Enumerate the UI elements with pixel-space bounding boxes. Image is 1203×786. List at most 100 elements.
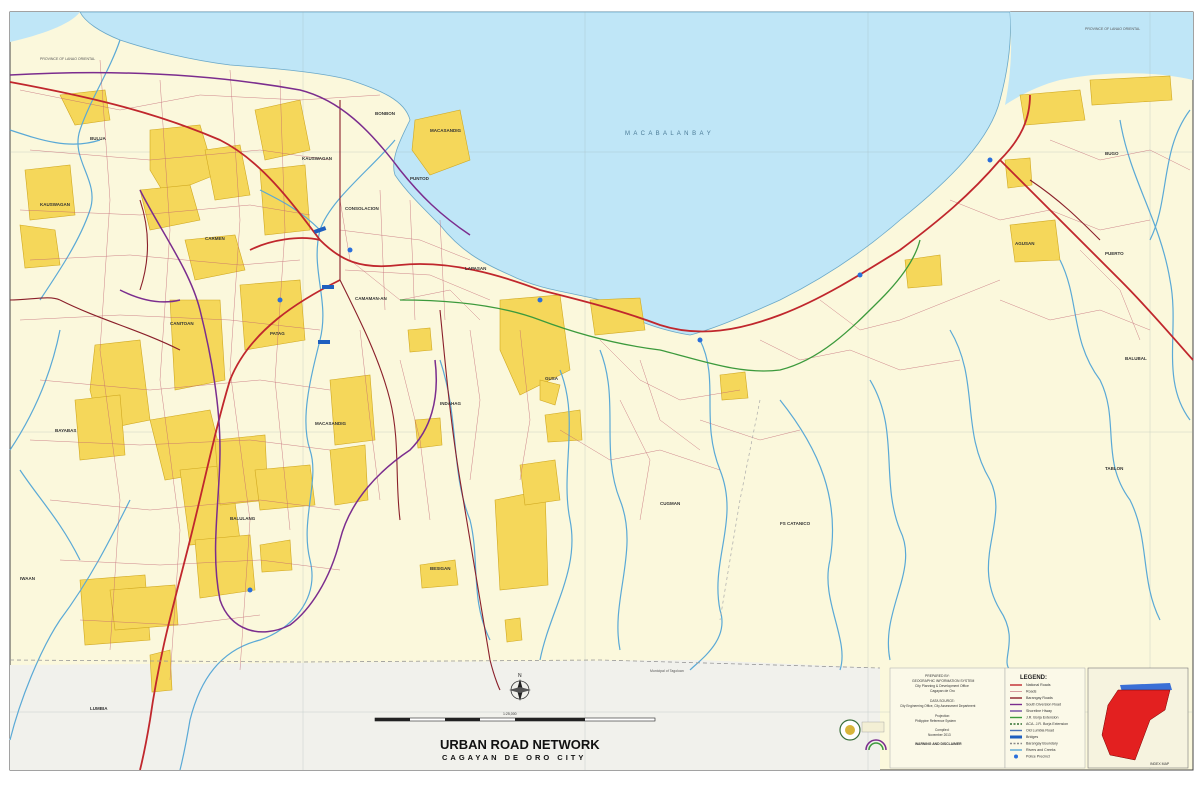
scale-bar: 1:25,000: [374, 712, 656, 722]
label-cugman: CUGMAN: [660, 501, 680, 506]
legend-label: South Diversion Road: [1026, 703, 1061, 707]
seal-caption-box: [861, 721, 885, 733]
legend-items: National Roads Roads Barangay Roads South D…: [1010, 683, 1068, 759]
label-lapasan: LAPASAN: [465, 266, 486, 271]
legend-item: Barangay Boundary: [1010, 742, 1058, 746]
office-line-3: Cagayan de Oro: [930, 689, 955, 693]
legend-label: J.R. Borja Extension: [1026, 716, 1059, 720]
legend-item: South Diversion Road: [1010, 703, 1061, 707]
bridges: [313, 226, 334, 344]
outside-boundary-area: [10, 660, 880, 770]
legend-title: LEGEND:: [1020, 675, 1047, 681]
label-gusa: GUSA: [545, 376, 559, 381]
barangay-labels: BULUA KAUSWAGAN KAUSWAGAN BONBON MACASAN…: [20, 111, 1147, 711]
legend-item: National Roads: [1010, 683, 1051, 687]
label-fs-catanico: FS CATANICO: [780, 521, 811, 526]
barangay-roads: [9, 100, 1101, 691]
label-patag: PATAG: [270, 331, 285, 336]
jr-borja-extension: [399, 239, 921, 372]
label-lumbia: LUMBIA: [90, 706, 108, 711]
city-seals: [839, 719, 887, 751]
label-macasandig-north: MACASANDIG: [430, 128, 461, 133]
legend-item: Shoreline Hiway: [1010, 709, 1052, 713]
credits-panel: PREPARED BY: GEOGRAPHIC INFORMATION SYST…: [889, 667, 1006, 769]
label-agusan: AGUSAN: [1015, 241, 1035, 246]
municipal-boundary: [9, 659, 881, 669]
legend-label: Old Lumbia Road: [1026, 729, 1054, 733]
label-balubal: BALUBAL: [1125, 356, 1147, 361]
office-line-1: GEOGRAPHIC INFORMATION SYSTEM: [912, 679, 974, 683]
legend-label: Roads: [1026, 690, 1037, 694]
rivers-and-creeks: [9, 39, 1191, 771]
bay-west-water: [10, 12, 80, 42]
label-puntod: PUNTOD: [410, 176, 430, 181]
gis-logo-icon: [865, 739, 887, 751]
label-canitoan: CANITOAN: [170, 321, 194, 326]
legend-label: Bridges: [1026, 735, 1038, 739]
legend-symbol: [1010, 735, 1022, 739]
label-bulua: BULUA: [90, 136, 106, 141]
national-roads: [9, 81, 1194, 771]
label-indahag: INDAHAG: [440, 401, 461, 406]
legend-label: Shoreline Hiway: [1026, 709, 1052, 713]
label-carmen: CARMEN: [205, 236, 225, 241]
title-block: URBAN ROAD NETWORK CAGAYAN DE ORO CITY: [440, 737, 600, 762]
data-source-title: DATA SOURCE:: [930, 699, 955, 703]
label-bayabas: BAYABAS: [55, 428, 76, 433]
legend-item: ACA- J.R. Borja Extension: [1010, 722, 1068, 726]
label-tablon: TABLON: [1105, 466, 1123, 471]
data-source-1: City Engineering Office, City Assessment…: [900, 704, 976, 708]
legend-label: Rivers and Creeks: [1026, 748, 1056, 752]
compass-n-label: N: [518, 673, 522, 679]
scale-text: 1:25,000: [503, 712, 517, 716]
legend-label: Barangay Roads: [1026, 696, 1053, 700]
label-bonbon: BONBON: [375, 111, 395, 116]
index-map-label: INDEX MAP: [1150, 762, 1170, 766]
map-title: URBAN ROAD NETWORK: [440, 737, 600, 752]
legend-item: Old Lumbia Road: [1010, 729, 1054, 733]
label-balulang: BALULANG: [230, 516, 256, 521]
legend-item: Police Precinct: [1014, 754, 1050, 759]
projection-title: Projection:: [935, 714, 950, 718]
legend-panel: LEGEND: National Roads Roads Barangay Road…: [1004, 667, 1086, 769]
province-label-right: PROVINCE OF LANAO ORIENTAL: [1085, 27, 1140, 31]
bay-label: M A C A B A L A N B A Y: [625, 131, 712, 137]
office-line-2: City Planning & Development Office: [915, 684, 969, 688]
legend-label: National Roads: [1026, 683, 1051, 687]
label-macasandig: MACASANDIG: [315, 421, 346, 426]
legend-item: Bridges: [1010, 735, 1038, 739]
macabalan-bay: [79, 11, 1011, 336]
label-consolacion: CONSOLACION: [345, 206, 379, 211]
legend-label: Barangay Boundary: [1026, 742, 1058, 746]
legend-item: J.R. Borja Extension: [1010, 716, 1059, 720]
map-subtitle: CAGAYAN DE ORO CITY: [442, 753, 586, 762]
label-besigan: BESIGAN: [430, 566, 451, 571]
label-puerto: PUERTO: [1105, 251, 1124, 256]
index-map-city-area: [1101, 689, 1171, 761]
legend-item: Rivers and Creeks: [1010, 748, 1056, 752]
legend-symbol: [1014, 754, 1018, 759]
label-bugo: BUGO: [1105, 151, 1119, 156]
compiled-title: Compiled:: [935, 728, 949, 732]
legend-label: ACA- J.R. Borja Extension: [1026, 722, 1068, 726]
bay-east-water: [1005, 12, 1193, 105]
province-label-left: PROVINCE OF LANAO ORIENTAL: [40, 57, 95, 61]
legend-label: Police Precinct: [1026, 755, 1050, 759]
prepared-by: PREPARED BY:: [925, 674, 950, 678]
label-iponan: KAUSWAGAN: [40, 202, 70, 207]
legend-item: Roads: [1010, 690, 1037, 694]
legend-item: Barangay Roads: [1010, 696, 1053, 700]
label-camaman-an: CAMAMAN-AN: [355, 296, 387, 301]
compiled-value: November 2013: [928, 733, 951, 737]
index-map: INDEX MAP: [1087, 667, 1189, 769]
police-precincts: [247, 157, 993, 593]
north-arrow: N: [509, 673, 531, 701]
municipal-boundary-label: Municipal of Tagoloan: [650, 669, 684, 673]
south-diversion-road: [9, 71, 471, 633]
label-kauswagan: KAUSWAGAN: [302, 156, 332, 161]
projection-value: Philippine Reference System: [915, 719, 956, 723]
warning-title: WARNING AND DISCLAIMER: [915, 742, 962, 746]
label-iwaan: IWAAN: [20, 576, 35, 581]
